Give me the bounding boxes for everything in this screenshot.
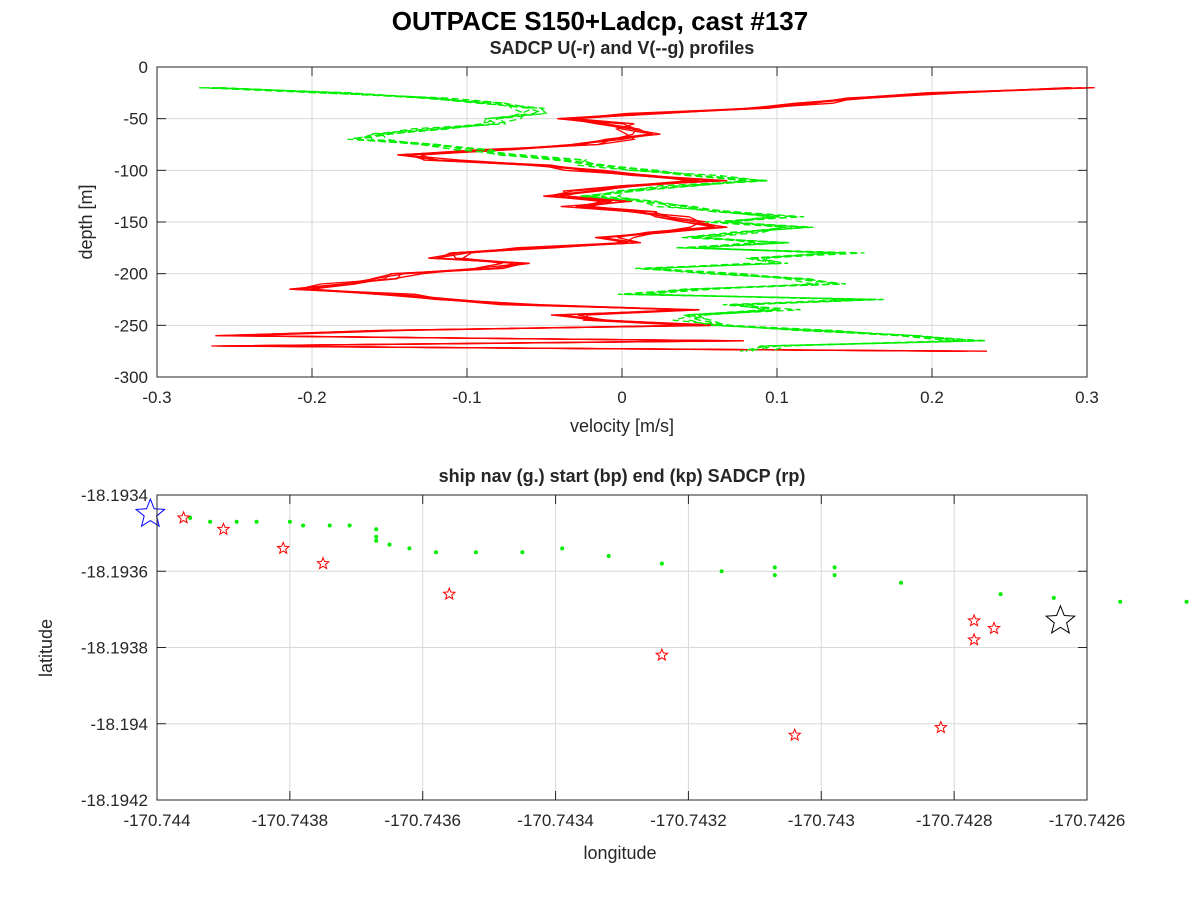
sadcp-point — [933, 720, 948, 734]
ship-nav-point — [407, 546, 412, 551]
ship-nav-point — [659, 561, 664, 566]
nav-ticks: -170.744 -170.7438 -170.7436 -170.7434 -170.… — [81, 486, 1125, 830]
ship-nav-point — [234, 519, 239, 524]
profile-x-axis-label: velocity [m/s] — [570, 416, 674, 436]
profile-y-tick-label: 0 — [139, 58, 148, 77]
ship-nav-point — [772, 565, 777, 570]
nav-y-tick-label: -18.194 — [90, 715, 148, 734]
ship-nav-point — [254, 519, 259, 524]
sadcp-point — [654, 647, 669, 662]
nav-x-tick-label: -170.743 — [788, 811, 855, 830]
profile-ticks: -0.3 -0.2 -0.1 0 0.1 0.2 0.3 -300 -250 -200 -150 -1… — [114, 58, 1099, 407]
profile-y-tick-label: -250 — [114, 316, 148, 335]
profile-x-tick-label: 0.3 — [1075, 388, 1099, 407]
nav-points — [134, 497, 1189, 742]
ship-nav-point — [347, 523, 352, 528]
v-profile-line — [203, 87, 979, 352]
sadcp-point — [967, 632, 982, 646]
profile-x-tick-label: -0.3 — [142, 388, 171, 407]
ship-nav-point — [998, 592, 1003, 597]
profile-plot: SADCP U(-r) and V(--g) profiles -0.3 -0.2… — [76, 38, 1099, 436]
nav-grid — [156, 494, 1088, 801]
nav-plot: ship nav (g.) start (bp) end (kp) SADCP … — [36, 466, 1189, 863]
profile-x-tick-label: 0.2 — [920, 388, 944, 407]
nav-y-tick-label: -18.1936 — [81, 562, 148, 581]
profile-series — [199, 87, 1095, 352]
ship-nav-point — [520, 550, 525, 555]
start-marker — [134, 497, 166, 528]
profile-x-tick-label: -0.2 — [297, 388, 326, 407]
ship-nav-point — [188, 515, 193, 520]
v-profile-line — [218, 87, 960, 352]
ship-nav-point — [832, 565, 837, 570]
profile-plot-title: SADCP U(-r) and V(--g) profiles — [490, 38, 755, 58]
nav-x-tick-label: -170.744 — [123, 811, 190, 830]
profile-x-tick-label: 0 — [617, 388, 626, 407]
ship-nav-point — [772, 573, 777, 578]
profile-y-tick-label: -200 — [114, 265, 148, 284]
ship-nav-point — [606, 554, 611, 558]
ship-nav-point — [719, 569, 724, 574]
nav-y-axis-label: latitude — [36, 619, 56, 677]
profile-y-axis-label: depth [m] — [76, 184, 96, 259]
ship-nav-point — [1051, 595, 1056, 600]
nav-y-tick-label: -18.1942 — [81, 791, 148, 810]
sadcp-point — [986, 621, 1002, 635]
nav-x-tick-label: -170.7438 — [252, 811, 329, 830]
ship-nav-point — [473, 550, 478, 555]
ship-nav-point — [1118, 599, 1123, 604]
ship-nav-point — [374, 534, 379, 539]
ship-nav-point — [374, 527, 379, 532]
v-profile-line — [220, 87, 977, 352]
profile-y-tick-label: -150 — [114, 213, 148, 232]
sadcp-point — [967, 613, 982, 627]
ship-nav-point — [208, 519, 213, 524]
sadcp-point — [442, 586, 457, 601]
profile-y-tick-label: -50 — [123, 110, 148, 129]
nav-x-tick-label: -170.7434 — [517, 811, 594, 830]
ship-nav-point — [301, 523, 306, 528]
ship-nav-point — [899, 580, 903, 585]
nav-x-tick-label: -170.7426 — [1049, 811, 1126, 830]
nav-plot-title: ship nav (g.) start (bp) end (kp) SADCP … — [439, 466, 806, 486]
nav-x-tick-label: -170.7436 — [384, 811, 461, 830]
ship-nav-point — [327, 523, 332, 528]
nav-y-tick-label: -18.1938 — [81, 639, 148, 658]
nav-x-tick-label: -170.7428 — [916, 811, 993, 830]
figure-title: OUTPACE S150+Ladcp, cast #137 — [392, 6, 808, 36]
ship-nav-point — [832, 573, 837, 578]
ship-nav-point — [434, 550, 438, 555]
nav-y-tick-label: -18.1934 — [81, 486, 148, 505]
profile-x-tick-label: 0.1 — [765, 388, 789, 407]
nav-x-tick-label: -170.7432 — [650, 811, 727, 830]
u-profile-line — [215, 87, 1069, 352]
profile-y-tick-label: -100 — [114, 161, 148, 180]
end-marker — [1044, 604, 1076, 635]
sadcp-point — [216, 521, 231, 536]
sadcp-point — [787, 727, 802, 742]
ship-nav-point — [387, 542, 392, 547]
v-profile-line — [212, 87, 987, 352]
nav-x-axis-label: longitude — [583, 843, 656, 863]
profile-y-tick-label: -300 — [114, 368, 148, 387]
sadcp-point — [276, 540, 291, 555]
ship-nav-point — [374, 538, 379, 543]
profile-x-tick-label: -0.1 — [452, 388, 481, 407]
ship-nav-point — [1184, 599, 1189, 604]
v-profile-line — [199, 87, 952, 352]
ship-nav-point — [287, 519, 292, 524]
ship-nav-point — [560, 546, 565, 551]
sadcp-point — [176, 510, 191, 524]
sadcp-point — [316, 556, 331, 570]
